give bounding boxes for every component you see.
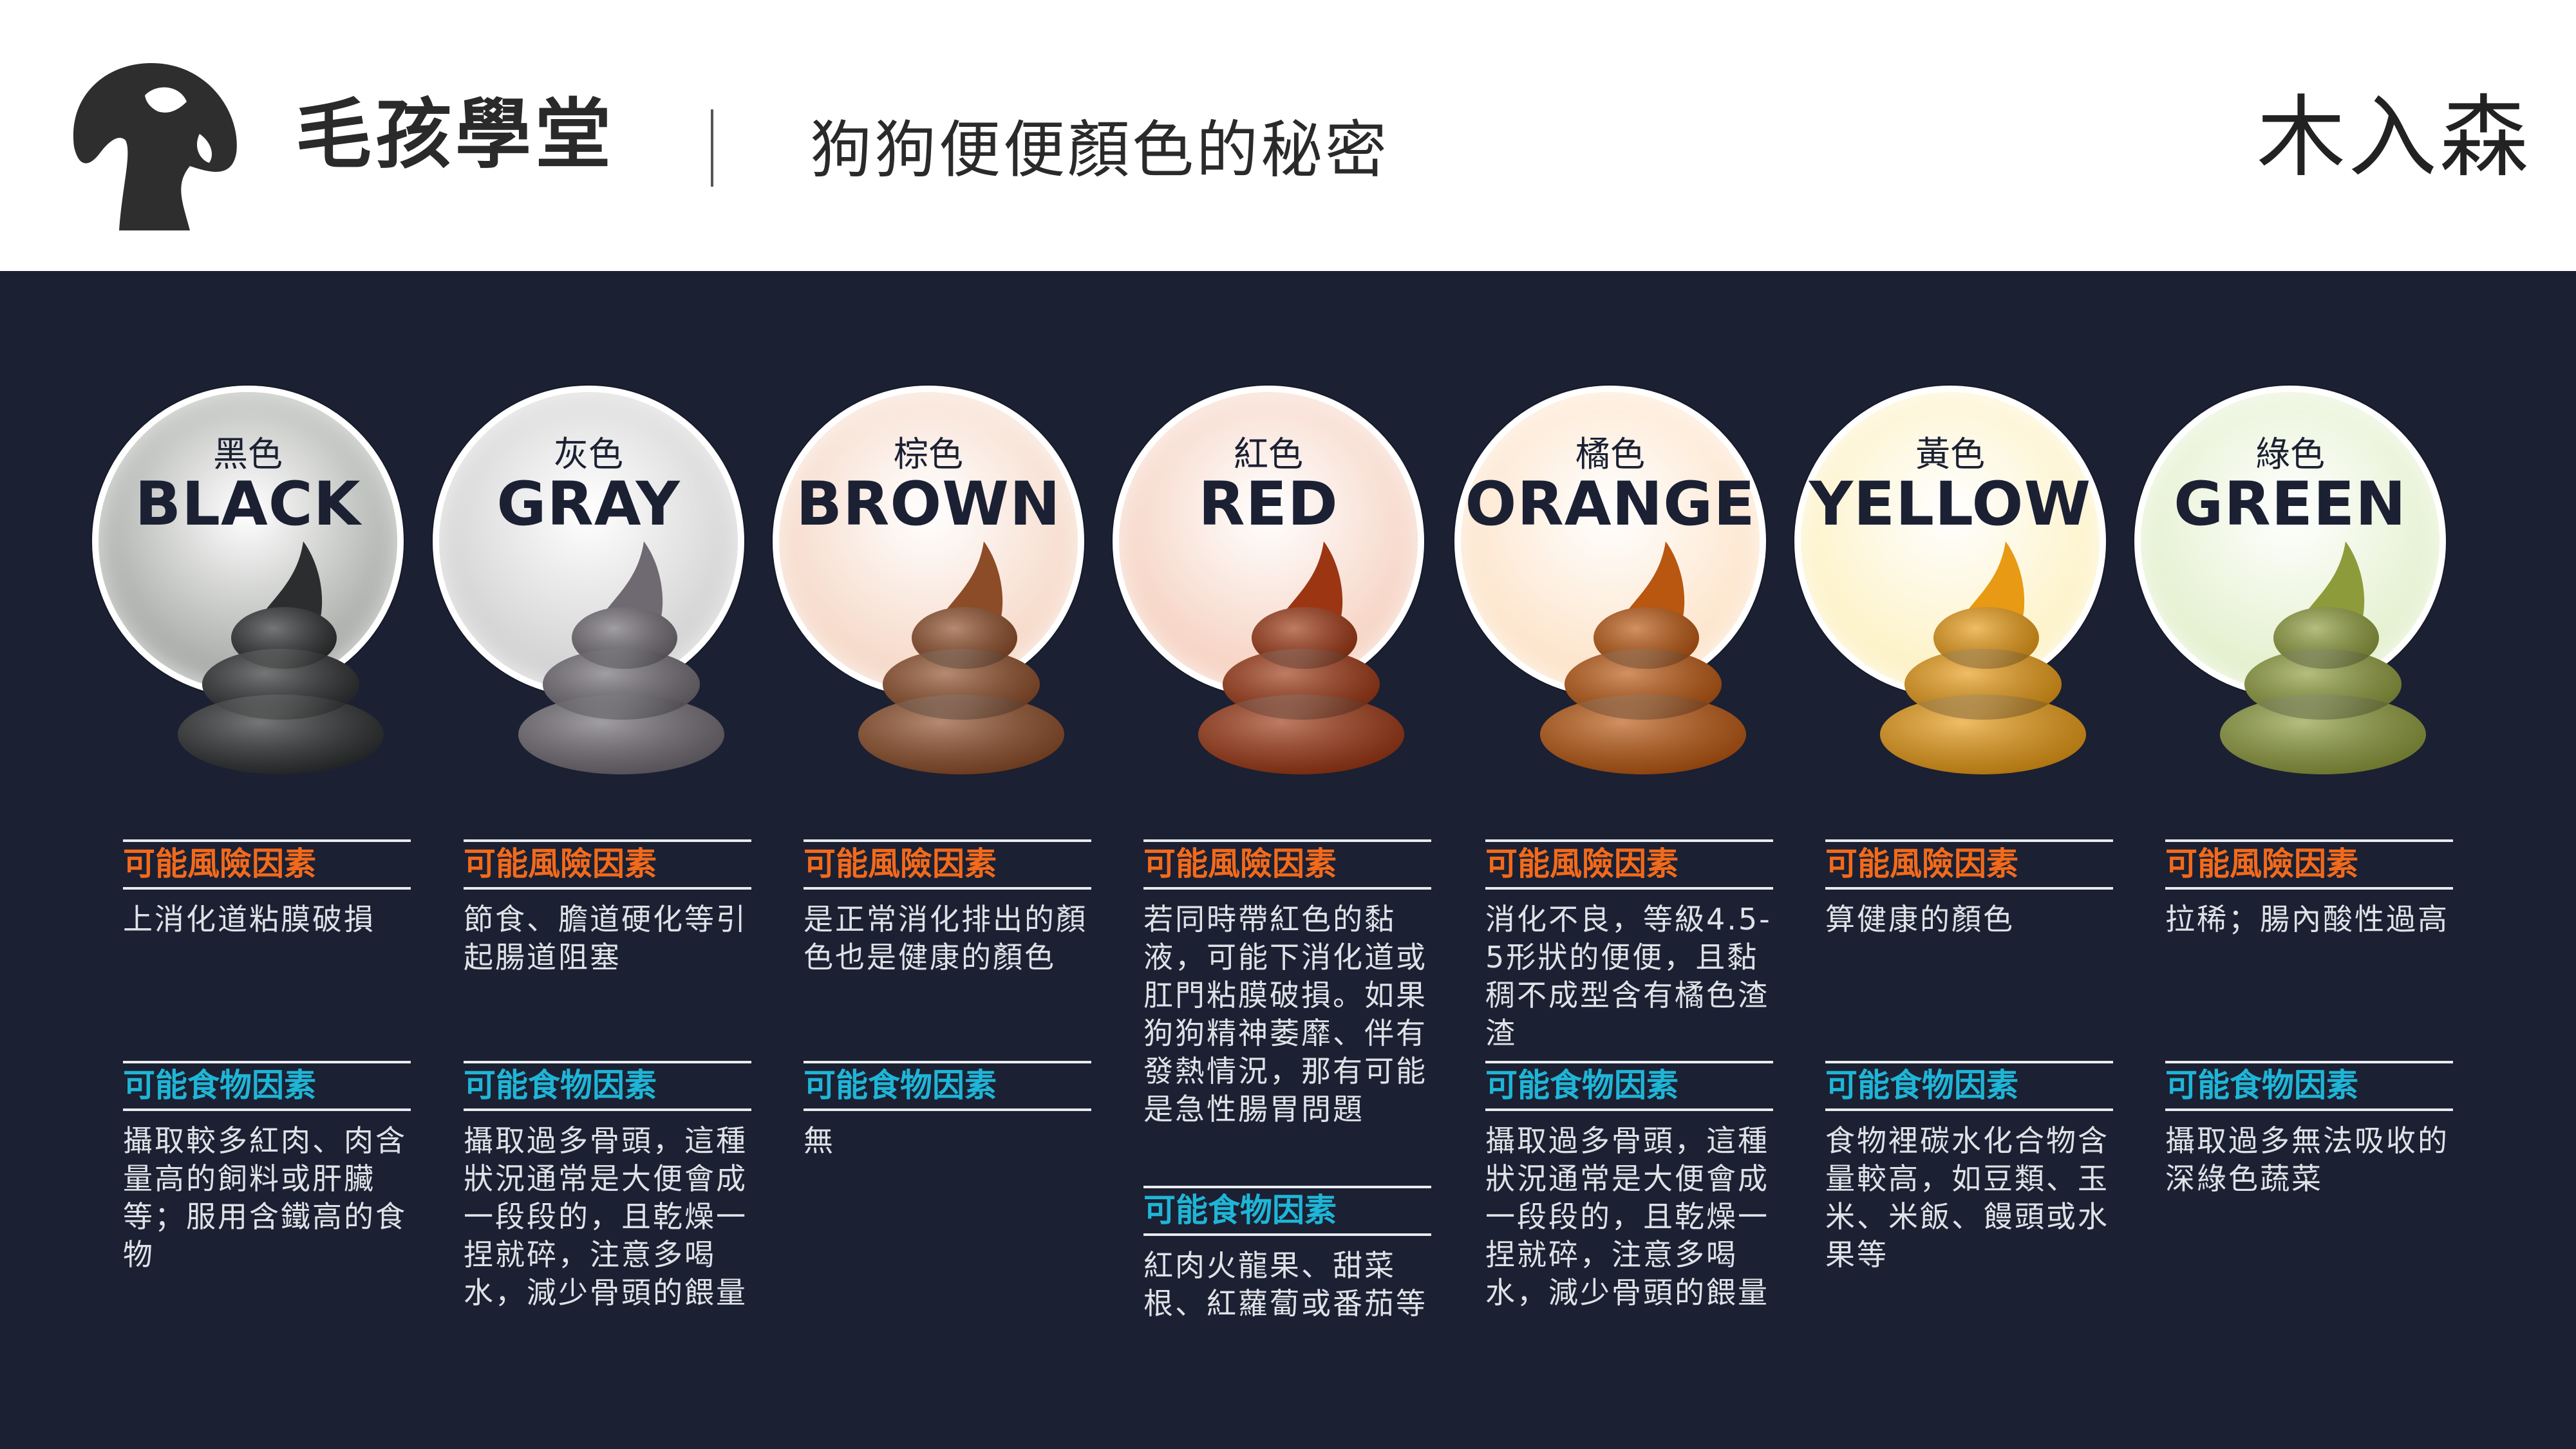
risk-heading: 可能風險因素 (1143, 845, 1337, 883)
app-title: 毛孩學堂 (296, 90, 616, 179)
header-divider (711, 109, 713, 187)
color-name-en: BLACK (135, 469, 361, 539)
risk-top-rule (123, 839, 411, 842)
food-text: 食物裡碳水化合物含量較高，如豆類、玉米、米飯、饅頭或水果等 (1825, 1123, 2109, 1272)
color-name-zh: 黃色 (1915, 434, 1985, 474)
color-name-en: RED (1198, 469, 1339, 539)
risk-top-rule (804, 839, 1091, 842)
food-bottom-rule (1485, 1108, 1773, 1111)
color-column-red: 紅色 RED 可能風險因素 若同時帶紅色的黏液，可能下消化道或肛門粘膜破損。如果… (1113, 271, 1484, 1449)
risk-top-rule (1143, 839, 1431, 842)
risk-text: 拉稀；腸內酸性過高 (2165, 902, 2449, 937)
risk-heading: 可能風險因素 (804, 845, 997, 883)
food-top-rule (1143, 1186, 1431, 1188)
color-column-green: 綠色 GREEN 可能風險因素 拉稀；腸內酸性過高 可能食物因素 攝取過多無法吸… (2134, 271, 2506, 1449)
color-name-zh: 紅色 (1234, 434, 1303, 474)
food-text: 攝取較多紅肉、肉含量高的飼料或肝臟等；服用含鐵高的食物 (123, 1123, 407, 1272)
risk-text: 上消化道粘膜破損 (123, 902, 375, 937)
risk-text: 算健康的顏色 (1825, 902, 2015, 937)
risk-bottom-rule (123, 887, 411, 890)
risk-heading: 可能風險因素 (1485, 845, 1678, 883)
color-column-gray: 灰色 GRAY 可能風險因素 節食、膽道硬化等引起腸道阻塞 可能食物因素 攝取過… (433, 271, 804, 1449)
risk-text: 消化不良，等級4.5-5形狀的便便，且黏稠不成型含有橘色渣渣 (1485, 902, 1772, 1051)
color-name-en: GRAY (496, 469, 681, 539)
poop-icon (2220, 541, 2426, 774)
food-top-rule (2165, 1061, 2453, 1063)
food-text: 攝取過多無法吸收的深綠色蔬菜 (2165, 1123, 2449, 1196)
color-name-en: BROWN (796, 469, 1061, 539)
poop-icon (858, 541, 1064, 774)
risk-heading: 可能風險因素 (464, 845, 657, 883)
poop-icon (1198, 541, 1404, 774)
color-name-zh: 黑色 (213, 434, 283, 474)
food-heading: 可能食物因素 (464, 1067, 657, 1104)
risk-top-rule (1485, 839, 1773, 842)
risk-top-rule (2165, 839, 2453, 842)
color-name-en: GREEN (2174, 469, 2407, 539)
food-bottom-rule (123, 1108, 411, 1111)
food-heading: 可能食物因素 (1825, 1067, 2018, 1104)
food-top-rule (123, 1061, 411, 1063)
food-bottom-rule (1143, 1233, 1431, 1236)
risk-text: 若同時帶紅色的黏液，可能下消化道或肛門粘膜破損。如果狗狗精神萎靡、伴有發熱情況，… (1143, 902, 1427, 1126)
poop-icon (178, 541, 384, 774)
risk-bottom-rule (2165, 887, 2453, 890)
food-text: 紅肉火龍果、甜菜根、紅蘿蔔或番茄等 (1143, 1248, 1427, 1321)
risk-text: 節食、膽道硬化等引起腸道阻塞 (464, 902, 747, 975)
risk-top-rule (464, 839, 751, 842)
food-top-rule (804, 1061, 1091, 1063)
color-name-zh: 棕色 (894, 434, 963, 474)
color-column-brown: 棕色 BROWN 可能風險因素 是正常消化排出的顏色也是健康的顏色 可能食物因素… (773, 271, 1144, 1449)
risk-bottom-rule (464, 887, 751, 890)
color-name-en: YELLOW (1809, 469, 2092, 539)
color-name-en: ORANGE (1465, 469, 1756, 539)
risk-bottom-rule (1825, 887, 2113, 890)
food-bottom-rule (1825, 1108, 2113, 1111)
risk-heading: 可能風險因素 (123, 845, 316, 883)
food-top-rule (1485, 1061, 1773, 1063)
food-top-rule (464, 1061, 751, 1063)
color-name-zh: 橘色 (1575, 434, 1645, 474)
food-text: 攝取過多骨頭，這種狀況通常是大便會成一段段的，且乾燥一捏就碎，注意多喝水，減少骨… (464, 1123, 747, 1310)
food-top-rule (1825, 1061, 2113, 1063)
color-column-black: 黑色 BLACK 可能風險因素 上消化道粘膜破損 可能食物因素 攝取較多紅肉、肉… (92, 271, 464, 1449)
food-heading: 可能食物因素 (804, 1067, 997, 1104)
header: 毛孩學堂 狗狗便便顏色的秘密 木入森 (0, 0, 2576, 271)
color-name-zh: 綠色 (2255, 434, 2325, 474)
poop-icon (1880, 541, 2086, 774)
risk-top-rule (1825, 839, 2113, 842)
food-text: 攝取過多骨頭，這種狀況通常是大便會成一段段的，且乾燥一捏就碎，注意多喝水，減少骨… (1485, 1123, 1769, 1310)
risk-heading: 可能風險因素 (2165, 845, 2358, 883)
poop-icon (1540, 541, 1746, 774)
color-name-zh: 灰色 (554, 434, 623, 474)
poop-icon (518, 541, 724, 774)
food-heading: 可能食物因素 (1485, 1067, 1678, 1104)
risk-text: 是正常消化排出的顏色也是健康的顏色 (804, 902, 1087, 975)
food-heading: 可能食物因素 (123, 1067, 316, 1104)
food-bottom-rule (804, 1108, 1091, 1111)
risk-bottom-rule (804, 887, 1091, 890)
risk-bottom-rule (1143, 887, 1431, 890)
food-heading: 可能食物因素 (2165, 1067, 2358, 1104)
food-text: 無 (804, 1123, 835, 1158)
food-bottom-rule (464, 1108, 751, 1111)
food-heading: 可能食物因素 (1143, 1192, 1337, 1229)
color-column-orange: 橘色 ORANGE 可能風險因素 消化不良，等級4.5-5形狀的便便，且黏稠不成… (1454, 271, 1826, 1449)
dog-logo-icon (73, 63, 237, 230)
risk-heading: 可能風險因素 (1825, 845, 2018, 883)
risk-bottom-rule (1485, 887, 1773, 890)
brand-logo: 木入森 (2257, 86, 2532, 189)
page-subtitle: 狗狗便便顏色的秘密 (810, 114, 1389, 186)
food-bottom-rule (2165, 1108, 2453, 1111)
color-column-yellow: 黃色 YELLOW 可能風險因素 算健康的顏色 可能食物因素 食物裡碳水化合物含… (1794, 271, 2166, 1449)
